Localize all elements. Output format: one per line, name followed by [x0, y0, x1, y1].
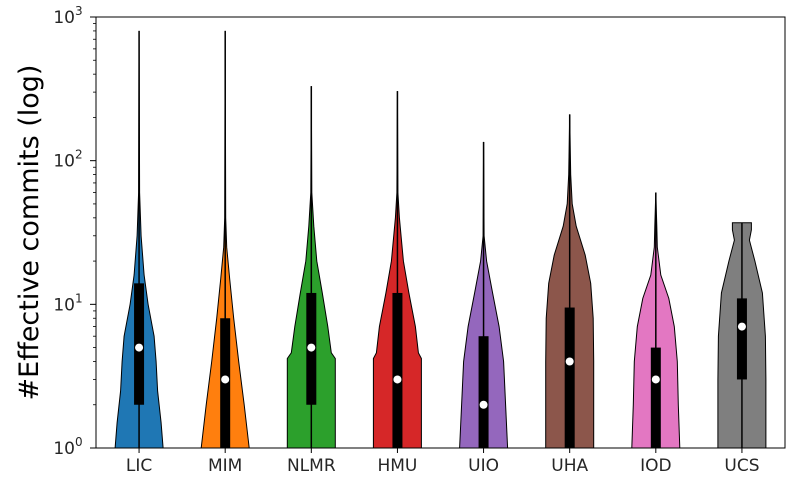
box-group	[134, 30, 747, 448]
y-axis-label: #Effective commits (log)	[14, 65, 45, 401]
y-tick-label-0: 100	[53, 435, 82, 459]
x-tick-label-uha: UHA	[551, 456, 588, 476]
median-marker-uha	[565, 357, 574, 366]
median-marker-hmu	[393, 375, 402, 384]
x-tick-label-hmu: HMU	[377, 456, 417, 476]
median-marker-ucs	[737, 322, 746, 331]
y-tick-label-1: 101	[53, 291, 82, 315]
x-tick-label-ucs: UCS	[724, 456, 759, 476]
x-tick-group: LIC MIM NLMR HMU UIO UHA IOD UCS	[126, 448, 759, 476]
y-tick-group: 100 101 102 103	[53, 4, 96, 459]
median-marker-lic	[135, 343, 144, 352]
y-tick-label-3: 103	[53, 4, 82, 28]
x-tick-label-nlmr: NLMR	[287, 456, 336, 476]
axes	[95, 16, 786, 449]
median-marker-uio	[479, 400, 488, 409]
iqr-box-uha	[564, 307, 575, 448]
x-tick-label-uio: UIO	[468, 456, 499, 476]
iqr-box-uio	[478, 336, 489, 448]
x-tick-label-iod: IOD	[640, 456, 672, 476]
iqr-box-iod	[650, 347, 661, 448]
median-marker-mim	[221, 375, 230, 384]
median-marker-nlmr	[307, 343, 316, 352]
plot-frame	[95, 16, 786, 449]
iqr-box-ucs	[736, 298, 747, 380]
x-tick-label-lic: LIC	[126, 456, 152, 476]
median-marker-iod	[651, 375, 660, 384]
violin-group	[114, 30, 767, 449]
x-tick-label-mim: MIM	[208, 456, 242, 476]
y-tick-label-2: 102	[53, 148, 82, 172]
iqr-box-hmu	[392, 292, 403, 448]
